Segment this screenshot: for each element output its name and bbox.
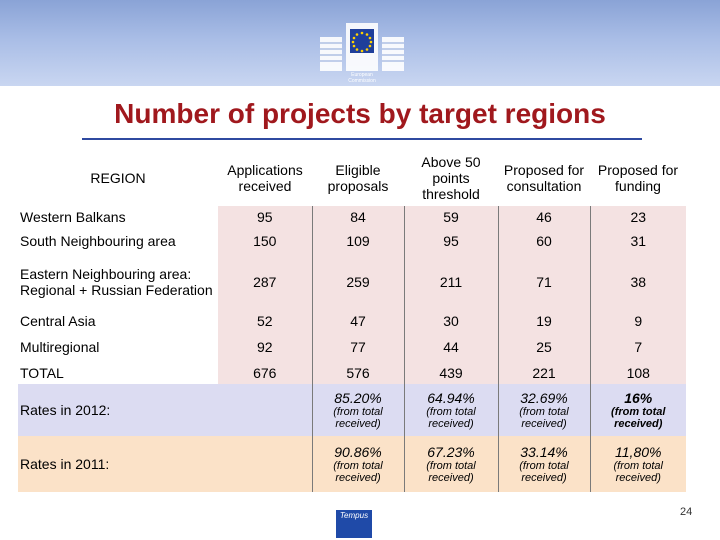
table-row: Central Asia 52 47 30 19 9 bbox=[18, 310, 686, 332]
rate-note: (from total received) bbox=[333, 460, 383, 484]
table-cell: 33.14% (from total received) bbox=[497, 436, 590, 492]
table-cell: 150 bbox=[218, 228, 312, 254]
table-cell: 32.69% (from total received) bbox=[497, 384, 590, 436]
table-cell: 52 bbox=[218, 310, 312, 332]
table-cell: 90.86% (from total received) bbox=[311, 436, 404, 492]
rate-percent: 32.69% bbox=[520, 390, 568, 406]
table-cell: 44 bbox=[403, 332, 498, 362]
rate-percent: 90.86% bbox=[334, 444, 382, 460]
table-cell: 439 bbox=[403, 362, 498, 384]
rates-2012-label: Rates in 2012: bbox=[18, 384, 218, 436]
rate-note: (from total received) bbox=[519, 406, 569, 430]
table-cell: 109 bbox=[311, 228, 404, 254]
organization-name: European Commission bbox=[348, 72, 376, 84]
column-header-eligible: Eligible proposals bbox=[327, 162, 389, 194]
table-cell: 16% (from total received) bbox=[589, 384, 686, 436]
table-cell: 9 bbox=[589, 310, 686, 332]
region-label: Western Balkans bbox=[20, 209, 126, 225]
table-cell: 108 bbox=[589, 362, 686, 384]
rates-2011-row: Rates in 2011: 90.86% (from total receiv… bbox=[18, 436, 686, 492]
rate-note: (from total received) bbox=[519, 460, 569, 484]
rate-percent: 67.23% bbox=[427, 444, 475, 460]
rate-percent: 85.20% bbox=[334, 390, 382, 406]
title-divider bbox=[82, 138, 642, 140]
table-cell: 59 bbox=[403, 206, 498, 228]
rate-percent: 16% bbox=[624, 390, 653, 406]
table-cell: 287 bbox=[218, 254, 312, 310]
region-label: Central Asia bbox=[20, 313, 96, 329]
rate-note: (from total received) bbox=[426, 406, 476, 430]
table-cell: 221 bbox=[497, 362, 590, 384]
rate-note: (from total received) bbox=[426, 460, 476, 484]
table-cell: 77 bbox=[311, 332, 404, 362]
table-cell: 85.20% (from total received) bbox=[311, 384, 404, 436]
table-cell: 19 bbox=[497, 310, 590, 332]
table-cell: 38 bbox=[589, 254, 686, 310]
rates-2011-label: Rates in 2011: bbox=[18, 436, 218, 492]
column-header-threshold: Above 50 points threshold bbox=[421, 154, 481, 202]
table-header-row: REGION Applications received Eligible pr… bbox=[18, 150, 686, 206]
column-header-region: REGION bbox=[90, 170, 146, 186]
table-row: Western Balkans 95 84 59 46 23 bbox=[18, 206, 686, 228]
table-cell: 25 bbox=[497, 332, 590, 362]
rate-percent: 33.14% bbox=[520, 444, 568, 460]
rate-note: (from total received) bbox=[333, 406, 383, 430]
rate-percent: 64.94% bbox=[427, 390, 475, 406]
table-cell: 60 bbox=[497, 228, 590, 254]
projects-table: REGION Applications received Eligible pr… bbox=[18, 150, 686, 492]
header-banner: European Commission bbox=[0, 0, 720, 86]
european-commission-building-icon bbox=[320, 23, 404, 71]
table-cell: 84 bbox=[311, 206, 404, 228]
tempus-logo-text: Tempus bbox=[339, 511, 369, 520]
rate-percent: 11,80% bbox=[615, 444, 662, 460]
table-row: Eastern Neighbouring area: Regional + Ru… bbox=[18, 254, 686, 310]
region-label: TOTAL bbox=[20, 365, 64, 381]
table-cell: 11,80% (from total received) bbox=[589, 436, 686, 492]
region-label: South Neighbouring area bbox=[20, 233, 176, 249]
rate-note: (from total received) bbox=[613, 460, 663, 484]
table-cell: 31 bbox=[589, 228, 686, 254]
table-cell: 23 bbox=[589, 206, 686, 228]
table-cell: 64.94% (from total received) bbox=[403, 384, 498, 436]
region-label: Multiregional bbox=[20, 339, 100, 355]
table-cell: 7 bbox=[589, 332, 686, 362]
table-cell: 95 bbox=[403, 228, 498, 254]
table-cell: 71 bbox=[497, 254, 590, 310]
table-cell: 259 bbox=[311, 254, 404, 310]
table-cell: 676 bbox=[218, 362, 312, 384]
table-cell: 92 bbox=[218, 332, 312, 362]
tempus-logo: Tempus bbox=[336, 510, 372, 538]
page-number: 24 bbox=[680, 506, 693, 518]
table-cell-empty bbox=[218, 436, 312, 492]
table-cell: 46 bbox=[497, 206, 590, 228]
table-cell: 95 bbox=[218, 206, 312, 228]
table-cell: 211 bbox=[403, 254, 498, 310]
region-label: Eastern Neighbouring area: Regional + Ru… bbox=[20, 266, 213, 298]
column-header-consultation: Proposed for consultation bbox=[503, 162, 585, 194]
page-title: Number of projects by target regions bbox=[114, 98, 606, 129]
table-row: South Neighbouring area 150 109 95 60 31 bbox=[18, 228, 686, 254]
table-row-total: TOTAL 676 576 439 221 108 bbox=[18, 362, 686, 384]
column-header-funding: Proposed for funding bbox=[597, 162, 679, 194]
rates-2012-row: Rates in 2012: 85.20% (from total receiv… bbox=[18, 384, 686, 436]
rate-note: (from total received) bbox=[611, 406, 666, 430]
table-row: Multiregional 92 77 44 25 7 bbox=[18, 332, 686, 362]
table-cell-empty bbox=[218, 384, 312, 436]
table-cell: 67.23% (from total received) bbox=[403, 436, 498, 492]
column-header-applications: Applications received bbox=[227, 162, 303, 194]
table-cell: 47 bbox=[311, 310, 404, 332]
table-cell: 576 bbox=[311, 362, 404, 384]
table-cell: 30 bbox=[403, 310, 498, 332]
